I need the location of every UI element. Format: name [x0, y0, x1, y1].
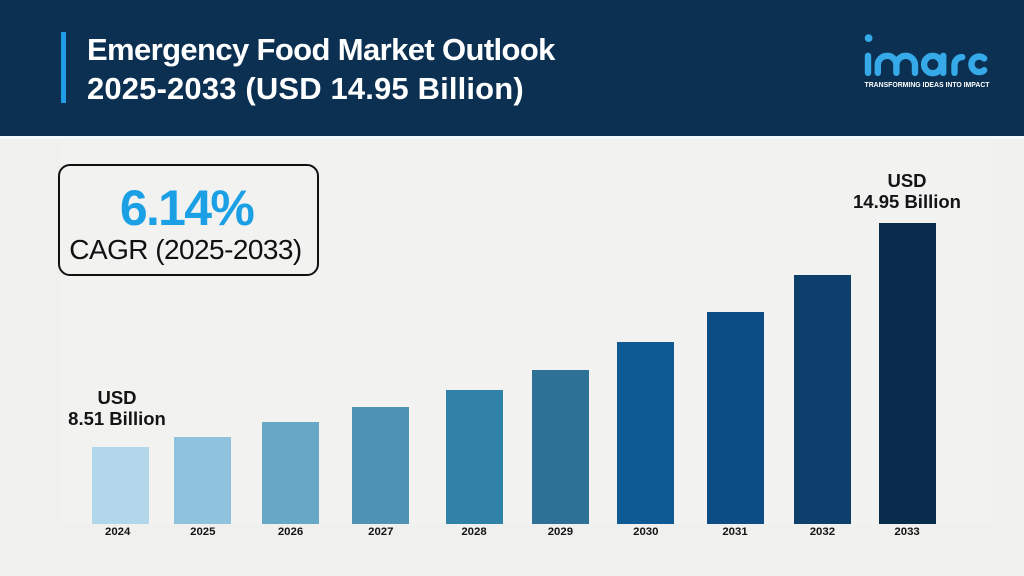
svg-text:TRANSFORMING IDEAS INTO IMPACT: TRANSFORMING IDEAS INTO IMPACT	[865, 80, 991, 89]
